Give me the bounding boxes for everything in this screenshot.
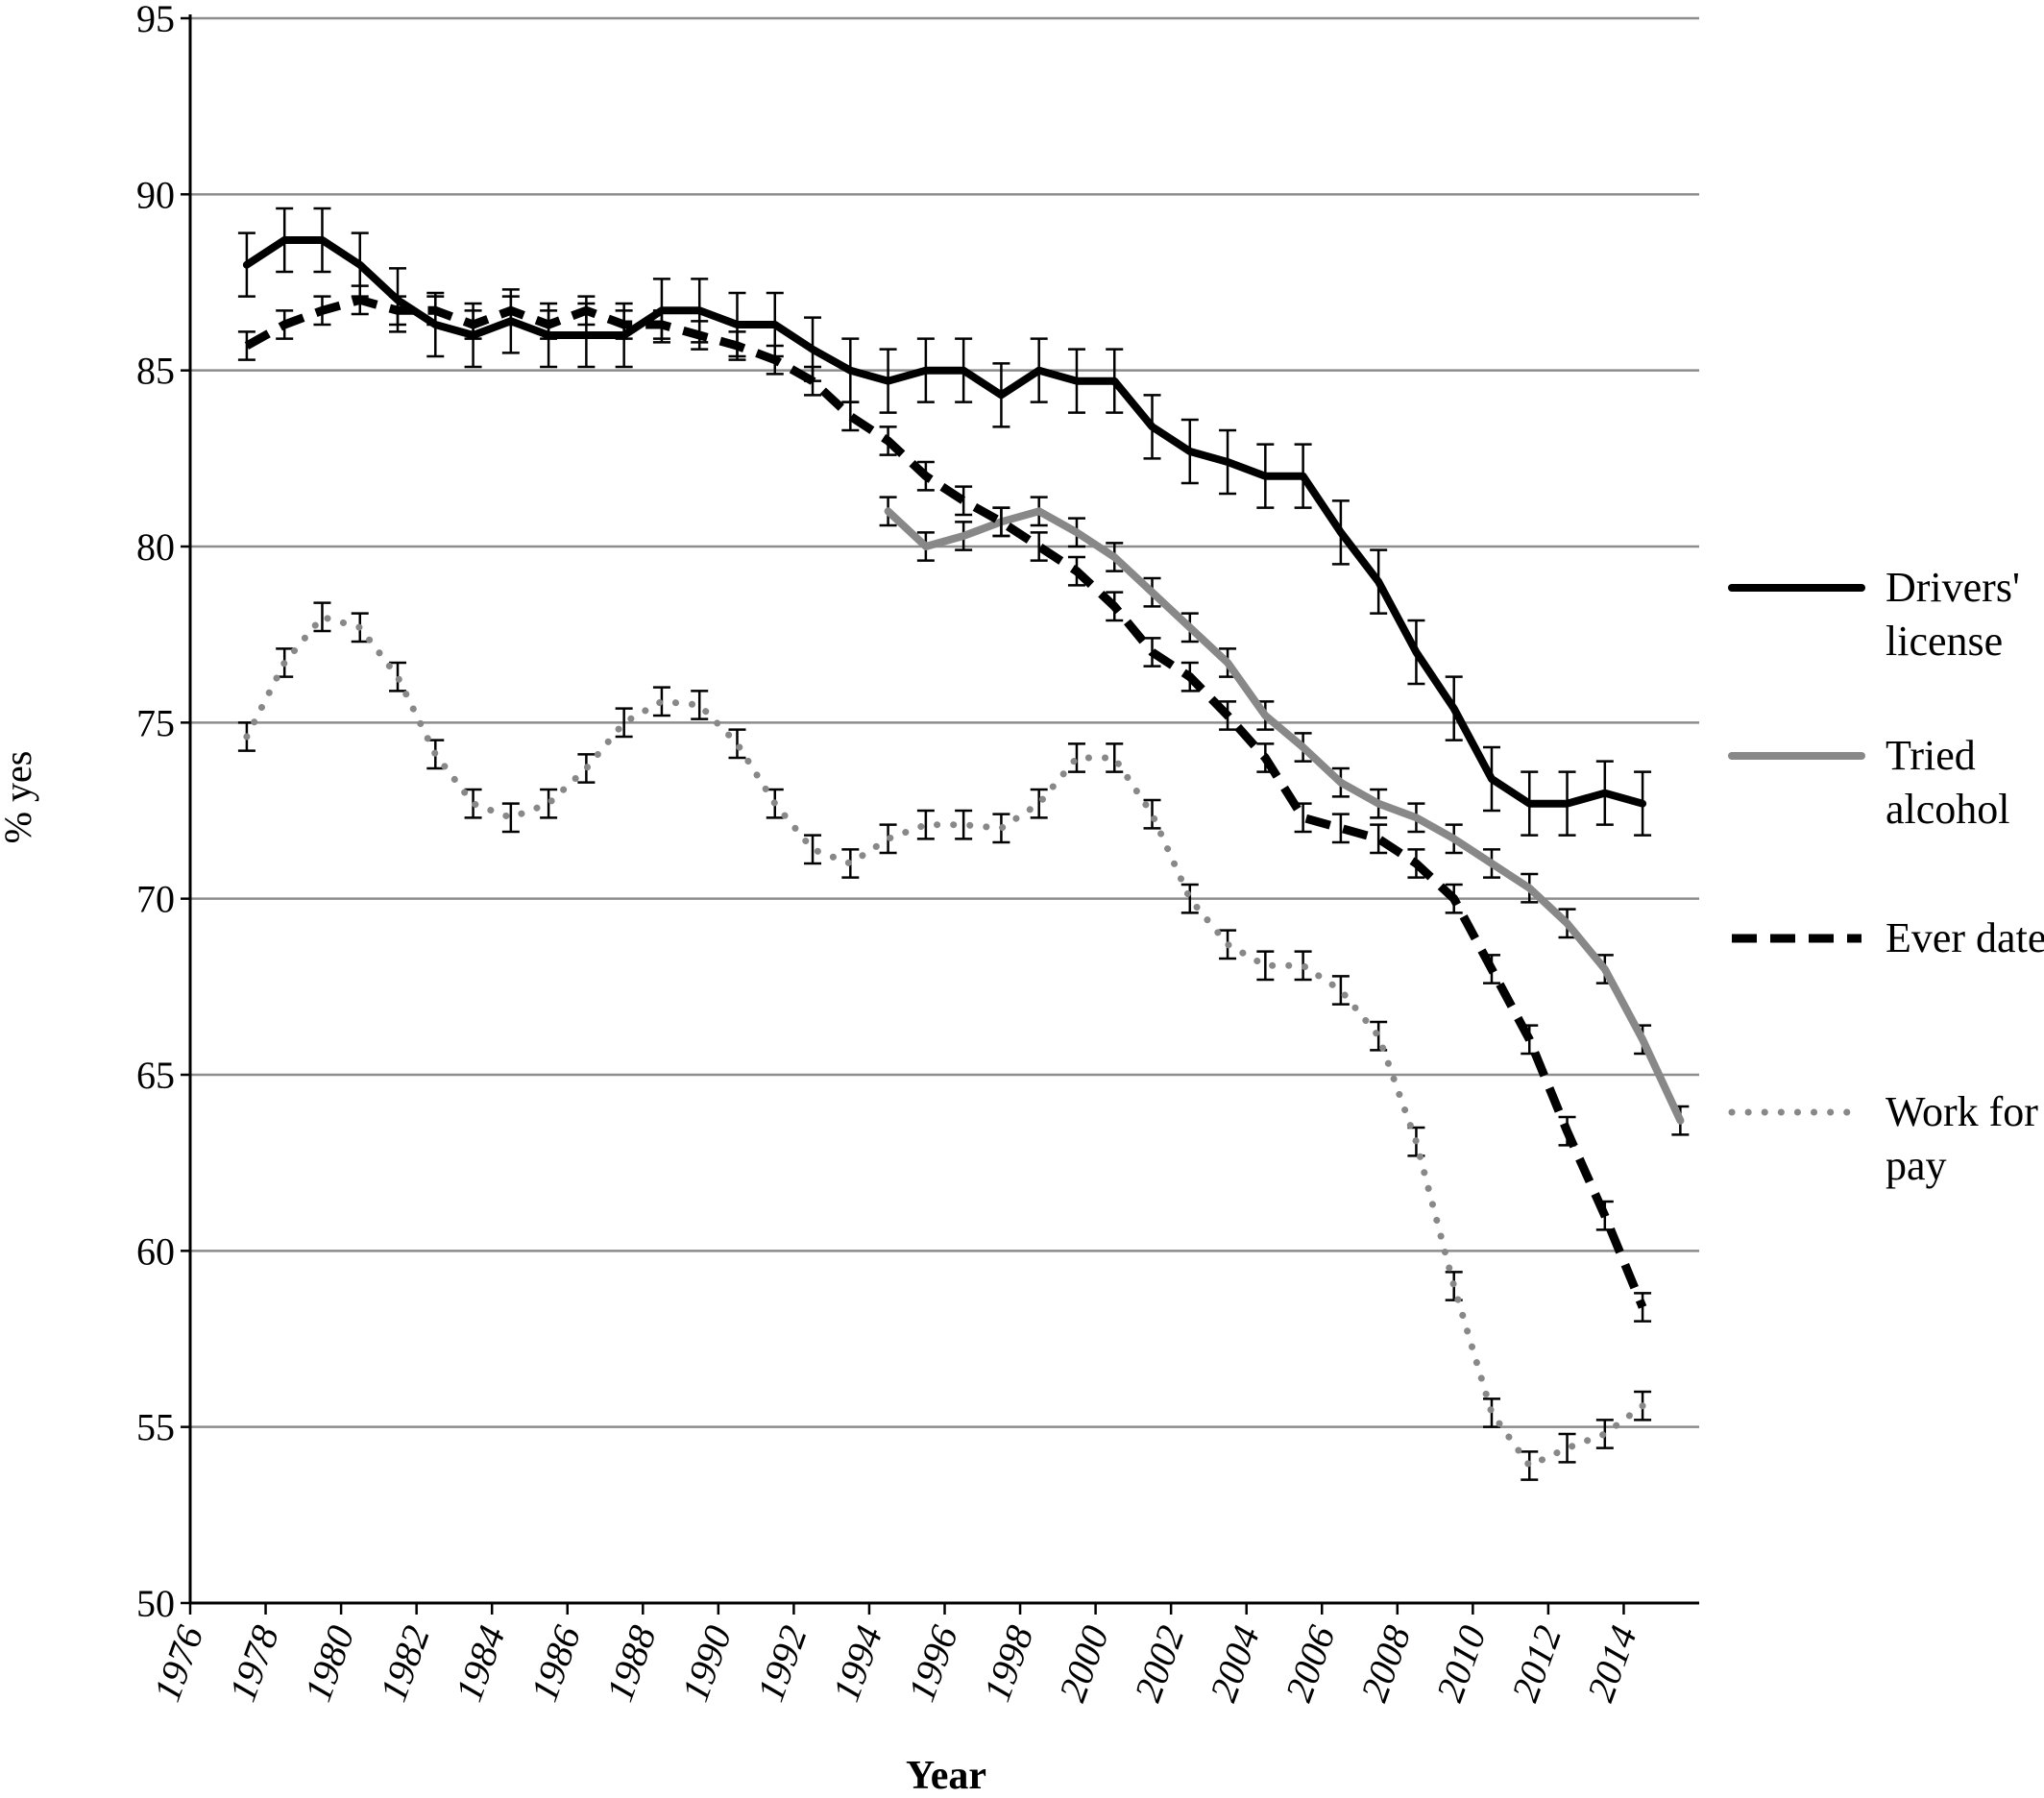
series-ever-date bbox=[237, 284, 1652, 1323]
y-tick-label: 75 bbox=[136, 701, 175, 744]
series-tried-alcohol bbox=[879, 496, 1690, 1136]
series-drivers-license bbox=[237, 207, 1652, 837]
x-tick-label: 1982 bbox=[371, 1620, 438, 1708]
series-line bbox=[884, 507, 1685, 1125]
y-tick-label: 70 bbox=[136, 878, 175, 921]
x-tick-label: 1980 bbox=[296, 1620, 363, 1708]
legend-label: Drivers' bbox=[1886, 564, 2020, 611]
x-tick-label: 2002 bbox=[1126, 1620, 1193, 1708]
legend: Drivers' license Tried alcohol Ever date Work… bbox=[1728, 564, 2044, 1189]
y-tick-label: 50 bbox=[136, 1582, 175, 1625]
x-tick-label: 2010 bbox=[1427, 1620, 1495, 1708]
legend-label: Tried bbox=[1886, 732, 1976, 779]
series-layer bbox=[237, 207, 1690, 1481]
y-tick-label: 80 bbox=[136, 525, 175, 569]
gridlines bbox=[190, 16, 1699, 1428]
y-tick-label: 95 bbox=[136, 0, 175, 40]
y-tick-label: 85 bbox=[136, 350, 175, 393]
x-tick-label: 1990 bbox=[673, 1620, 741, 1708]
x-tick-label: 1978 bbox=[220, 1620, 287, 1708]
x-tick-label: 1994 bbox=[824, 1620, 891, 1708]
x-tick-label: 2004 bbox=[1202, 1620, 1269, 1708]
y-axis-title: % yes bbox=[0, 751, 39, 844]
axes bbox=[181, 14, 1699, 1615]
legend-label: Work for bbox=[1886, 1088, 2038, 1135]
y-tick-label: 55 bbox=[136, 1406, 175, 1449]
legend-label: pay bbox=[1886, 1142, 1947, 1189]
x-tick-label: 2012 bbox=[1503, 1620, 1570, 1708]
x-tick-label: 2006 bbox=[1277, 1620, 1344, 1708]
x-tick-label: 1976 bbox=[145, 1620, 212, 1708]
x-tick-label: 1986 bbox=[523, 1620, 590, 1708]
x-axis-title: Year bbox=[906, 1754, 986, 1798]
legend-label: license bbox=[1886, 618, 2003, 665]
y-tick-label: 65 bbox=[136, 1054, 175, 1097]
x-tick-label: 1992 bbox=[748, 1620, 815, 1708]
series-work-for-pay bbox=[237, 601, 1652, 1481]
x-tick-label: 1988 bbox=[597, 1620, 665, 1708]
series-line bbox=[243, 613, 1646, 1470]
series-line bbox=[244, 295, 1647, 1309]
x-tick-label: 2000 bbox=[1050, 1620, 1117, 1708]
series-line bbox=[242, 236, 1647, 808]
y-tick-label: 90 bbox=[136, 173, 175, 216]
x-tick-label: 2008 bbox=[1352, 1620, 1420, 1708]
legend-label: Ever date bbox=[1886, 914, 2044, 961]
x-tick-label: 1998 bbox=[975, 1620, 1042, 1708]
x-tick-label: 1996 bbox=[899, 1620, 966, 1708]
legend-label: alcohol bbox=[1886, 786, 2010, 833]
x-tick-label: 2014 bbox=[1578, 1620, 1645, 1708]
x-tick-label: 1984 bbox=[447, 1620, 514, 1708]
y-tick-label: 60 bbox=[136, 1229, 175, 1273]
